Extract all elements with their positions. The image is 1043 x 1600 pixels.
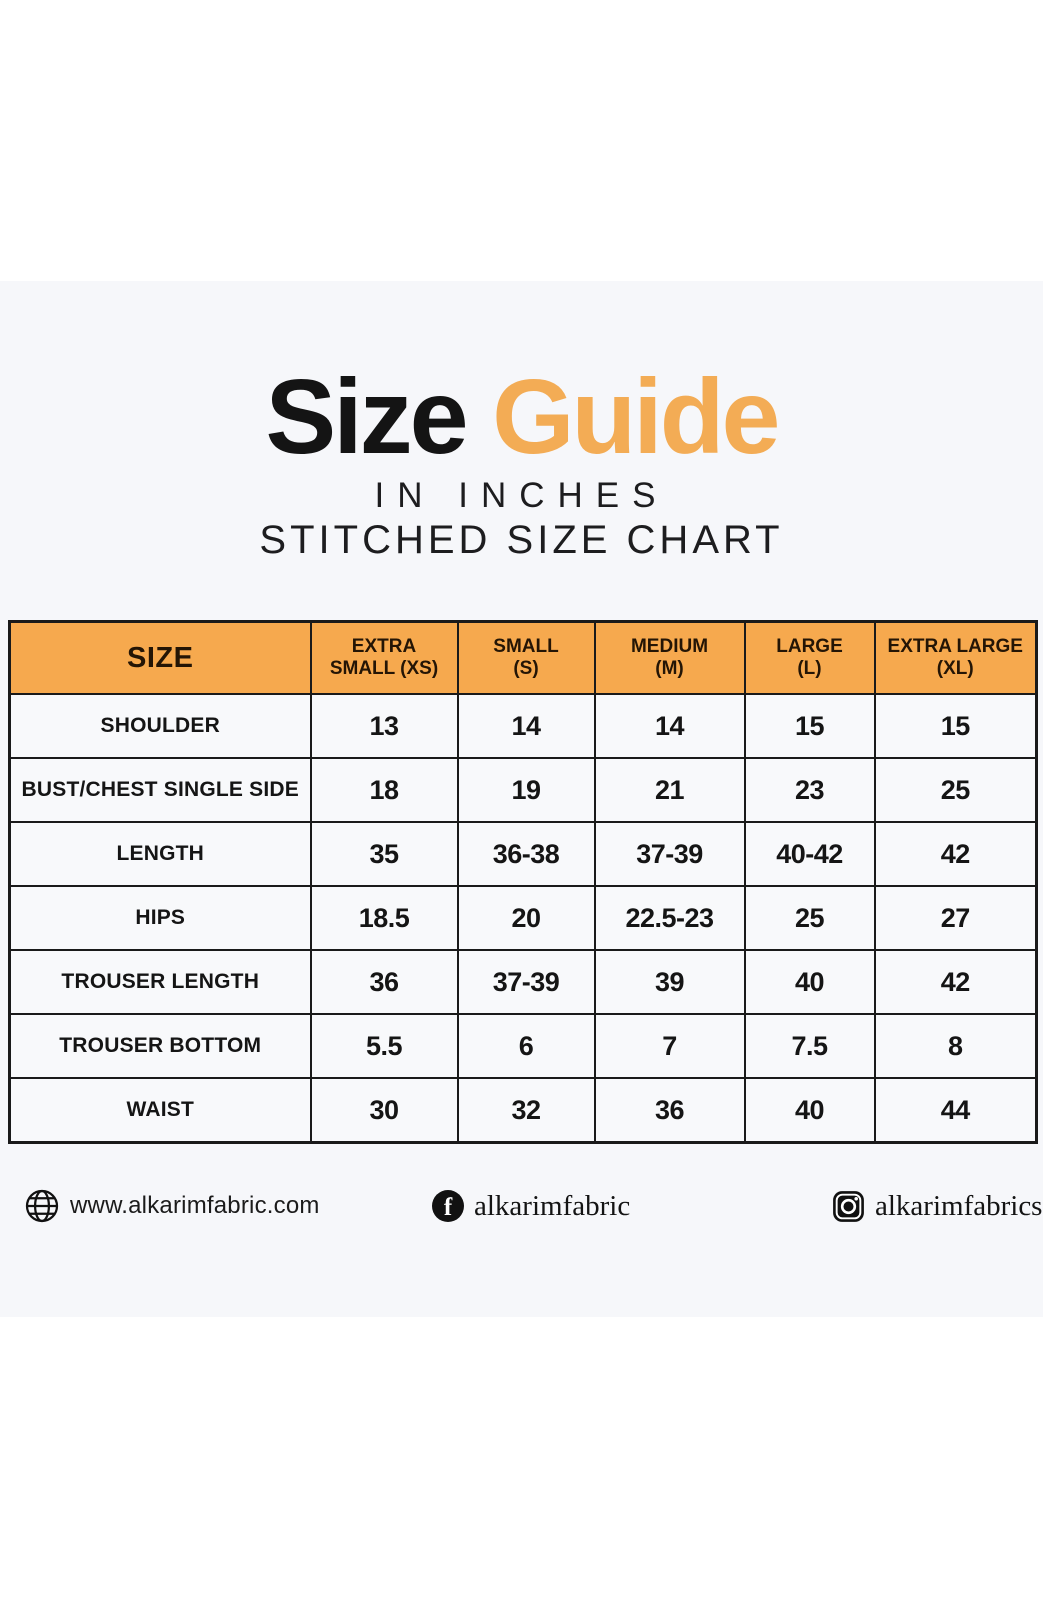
row-label-hips: HIPS bbox=[8, 885, 312, 951]
size-value: 36-38 bbox=[456, 821, 596, 887]
table-row: BUST/CHEST SINGLE SIDE 18 19 21 23 25 bbox=[8, 757, 1038, 823]
size-value: 19 bbox=[456, 757, 596, 823]
size-value: 40 bbox=[743, 1077, 876, 1144]
size-value: 42 bbox=[873, 821, 1038, 887]
size-value: 5.5 bbox=[309, 1013, 459, 1079]
size-value: 25 bbox=[873, 757, 1038, 823]
column-header-extra-small: EXTRA SMALL (XS) bbox=[309, 620, 459, 695]
header-line: LARGE bbox=[776, 635, 843, 657]
column-header-extra-large: EXTRA LARGE (XL) bbox=[873, 620, 1038, 695]
size-value: 40-42 bbox=[743, 821, 876, 887]
size-value: 20 bbox=[456, 885, 596, 951]
header-line: SMALL (XS) bbox=[329, 658, 439, 679]
size-value: 23 bbox=[743, 757, 876, 823]
column-header-medium: MEDIUM (M) bbox=[593, 620, 746, 695]
header-line: (M) bbox=[655, 658, 684, 679]
facebook-handle: f alkarimfabric bbox=[432, 1186, 630, 1226]
column-header-large: LARGE (L) bbox=[743, 620, 876, 695]
size-value: 14 bbox=[456, 693, 596, 759]
website-link: www.alkarimfabric.com bbox=[24, 1186, 320, 1226]
table-row: TROUSER BOTTOM 5.5 6 7 7.5 8 bbox=[8, 1013, 1038, 1079]
size-value: 6 bbox=[456, 1013, 596, 1079]
size-value: 18 bbox=[309, 757, 459, 823]
size-value: 15 bbox=[743, 693, 876, 759]
size-value: 8 bbox=[873, 1013, 1038, 1079]
size-value: 30 bbox=[309, 1077, 459, 1144]
facebook-icon: f bbox=[432, 1190, 464, 1222]
size-value: 36 bbox=[309, 949, 459, 1015]
title-word-size: Size bbox=[265, 358, 469, 476]
subtitle-stitched-size-chart: STITCHED SIZE CHART bbox=[259, 518, 784, 562]
header-line: (S) bbox=[513, 658, 539, 679]
size-value: 14 bbox=[593, 693, 746, 759]
header-line: (L) bbox=[797, 658, 822, 679]
size-value: 7.5 bbox=[743, 1013, 876, 1079]
row-label-waist: WAIST bbox=[8, 1077, 312, 1144]
size-value: 44 bbox=[873, 1077, 1038, 1144]
website-url-text: www.alkarimfabric.com bbox=[70, 1192, 320, 1219]
size-value: 15 bbox=[873, 693, 1038, 759]
column-header-size: SIZE bbox=[8, 620, 312, 695]
size-value: 22.5-23 bbox=[593, 885, 746, 951]
table-row: WAIST 30 32 36 40 44 bbox=[8, 1077, 1038, 1144]
size-value: 21 bbox=[593, 757, 746, 823]
title-word-guide: Guide bbox=[492, 358, 780, 476]
table-row: LENGTH 35 36-38 37-39 40-42 42 bbox=[8, 821, 1038, 887]
instagram-handle-text: alkarimfabrics bbox=[875, 1189, 1043, 1222]
size-value: 35 bbox=[309, 821, 459, 887]
header-line: SMALL bbox=[493, 635, 559, 657]
size-value: 18.5 bbox=[309, 885, 459, 951]
size-value: 39 bbox=[593, 949, 746, 1015]
size-value: 13 bbox=[309, 693, 459, 759]
size-value: 25 bbox=[743, 885, 876, 951]
facebook-letter: f bbox=[443, 1194, 453, 1221]
table-row: TROUSER LENGTH 36 37-39 39 40 42 bbox=[8, 949, 1038, 1015]
size-value: 42 bbox=[873, 949, 1038, 1015]
column-header-small: SMALL (S) bbox=[456, 620, 596, 695]
row-label-bust-chest: BUST/CHEST SINGLE SIDE bbox=[8, 757, 312, 823]
facebook-handle-text: alkarimfabric bbox=[474, 1189, 631, 1222]
header-line: (XL) bbox=[936, 658, 974, 679]
size-value: 37-39 bbox=[456, 949, 596, 1015]
size-value: 7 bbox=[593, 1013, 746, 1079]
row-label-shoulder: SHOULDER bbox=[8, 693, 312, 759]
size-chart-table: SIZE EXTRA SMALL (XS) SMALL (S) MEDIUM (… bbox=[8, 620, 1038, 1144]
header-line: EXTRA bbox=[351, 635, 417, 657]
instagram-icon bbox=[832, 1190, 865, 1223]
title-block: Size Guide IN INCHES STITCHED SIZE CHART bbox=[0, 364, 1043, 563]
row-label-trouser-length: TROUSER LENGTH bbox=[8, 949, 312, 1015]
size-value: 36 bbox=[593, 1077, 746, 1144]
header-line: MEDIUM bbox=[630, 635, 709, 657]
size-value: 32 bbox=[456, 1077, 596, 1144]
size-value: 27 bbox=[873, 885, 1038, 951]
table-row: SHOULDER 13 14 14 15 15 bbox=[8, 693, 1038, 759]
row-label-length: LENGTH bbox=[8, 821, 312, 887]
instagram-handle: alkarimfabrics bbox=[832, 1186, 1042, 1226]
table-row: HIPS 18.5 20 22.5-23 25 27 bbox=[8, 885, 1038, 951]
row-label-trouser-bottom: TROUSER BOTTOM bbox=[8, 1013, 312, 1079]
table-header-row: SIZE EXTRA SMALL (XS) SMALL (S) MEDIUM (… bbox=[8, 620, 1038, 695]
size-value: 37-39 bbox=[593, 821, 746, 887]
header-line: EXTRA LARGE bbox=[887, 635, 1023, 657]
page-title: Size Guide bbox=[0, 364, 1043, 470]
globe-icon bbox=[24, 1188, 60, 1224]
size-value: 40 bbox=[743, 949, 876, 1015]
subtitle-in-inches: IN INCHES bbox=[374, 476, 669, 515]
